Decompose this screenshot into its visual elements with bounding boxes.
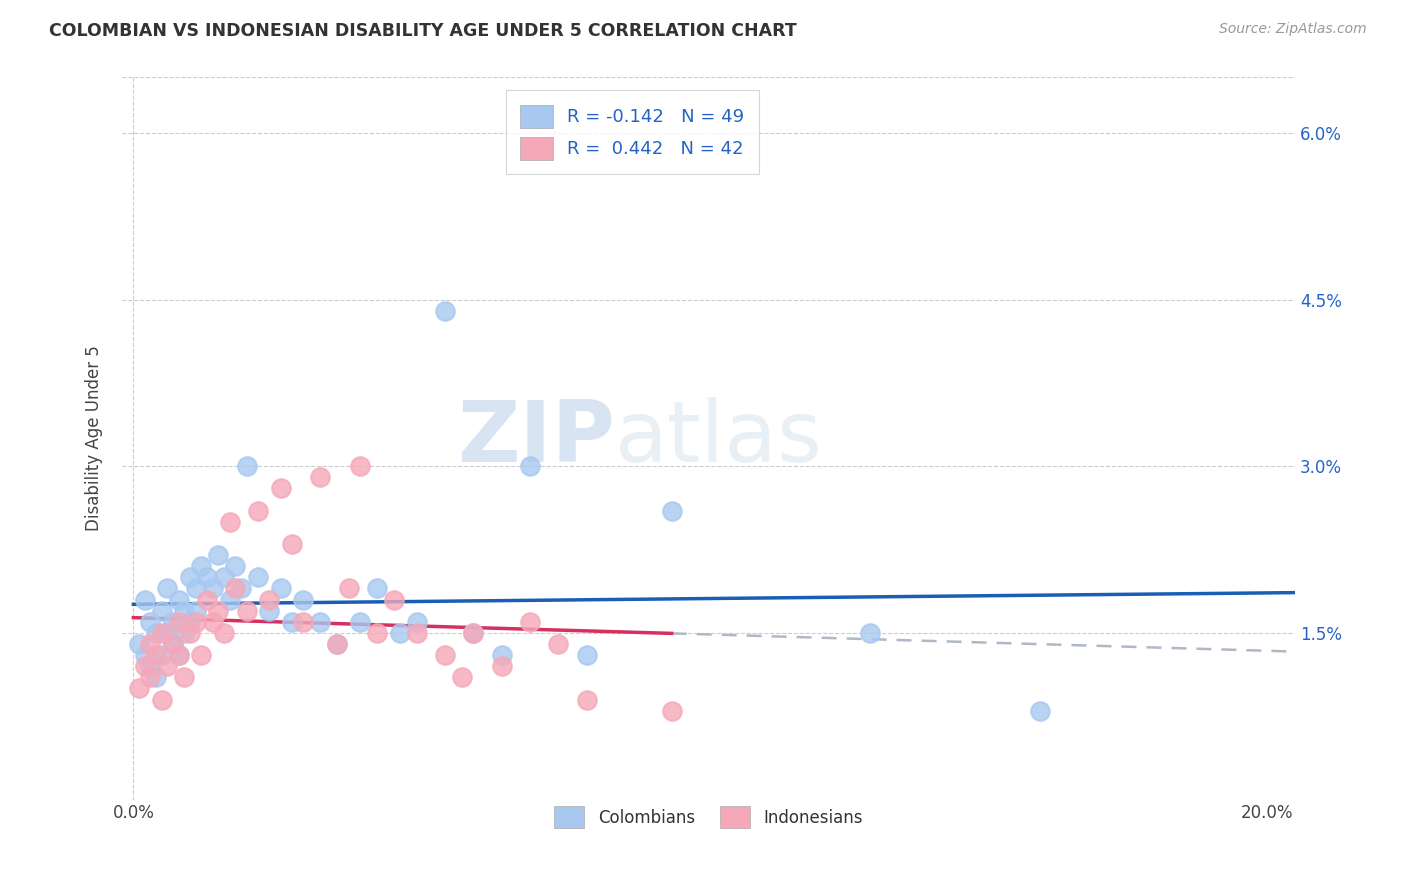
Point <box>382 592 405 607</box>
Point <box>235 459 257 474</box>
Point <box>405 615 427 629</box>
Point <box>661 504 683 518</box>
Point <box>195 570 218 584</box>
Legend: Colombians, Indonesians: Colombians, Indonesians <box>548 800 869 835</box>
Point <box>150 604 173 618</box>
Point <box>156 626 179 640</box>
Point <box>224 582 246 596</box>
Point <box>201 582 224 596</box>
Point <box>349 615 371 629</box>
Point <box>150 626 173 640</box>
Text: Source: ZipAtlas.com: Source: ZipAtlas.com <box>1219 22 1367 37</box>
Point <box>179 615 201 629</box>
Point <box>491 648 513 662</box>
Point <box>349 459 371 474</box>
Point <box>247 504 270 518</box>
Point <box>281 537 304 551</box>
Point <box>167 592 190 607</box>
Point <box>212 570 235 584</box>
Point <box>259 604 281 618</box>
Point <box>179 570 201 584</box>
Point <box>575 648 598 662</box>
Point <box>150 692 173 706</box>
Point <box>150 648 173 662</box>
Point <box>292 592 315 607</box>
Point <box>167 615 190 629</box>
Point <box>281 615 304 629</box>
Point <box>128 681 150 696</box>
Point <box>218 515 240 529</box>
Point <box>128 637 150 651</box>
Point <box>259 592 281 607</box>
Point <box>388 626 411 640</box>
Y-axis label: Disability Age Under 5: Disability Age Under 5 <box>86 345 103 532</box>
Point <box>519 615 541 629</box>
Point <box>229 582 252 596</box>
Point <box>173 604 195 618</box>
Point <box>547 637 569 651</box>
Point <box>139 659 162 673</box>
Point <box>167 648 190 662</box>
Point <box>326 637 349 651</box>
Point <box>337 582 360 596</box>
Point <box>139 615 162 629</box>
Point <box>145 626 167 640</box>
Point <box>859 626 882 640</box>
Point <box>139 637 162 651</box>
Point <box>184 615 207 629</box>
Point <box>156 659 179 673</box>
Point <box>451 670 474 684</box>
Point <box>463 626 485 640</box>
Point <box>235 604 257 618</box>
Text: ZIP: ZIP <box>457 397 614 480</box>
Point <box>247 570 270 584</box>
Point <box>207 548 229 562</box>
Point <box>134 648 156 662</box>
Point <box>292 615 315 629</box>
Point <box>134 659 156 673</box>
Point <box>218 592 240 607</box>
Point <box>661 704 683 718</box>
Point <box>167 648 190 662</box>
Point <box>173 670 195 684</box>
Point <box>162 615 184 629</box>
Point <box>162 637 184 651</box>
Point <box>366 626 388 640</box>
Point <box>405 626 427 640</box>
Point <box>434 648 457 662</box>
Point <box>145 670 167 684</box>
Point <box>173 626 195 640</box>
Point <box>491 659 513 673</box>
Point <box>1029 704 1052 718</box>
Point <box>270 482 292 496</box>
Point <box>519 459 541 474</box>
Point <box>134 592 156 607</box>
Point <box>184 604 207 618</box>
Point <box>139 670 162 684</box>
Point <box>366 582 388 596</box>
Point <box>207 604 229 618</box>
Point <box>309 470 332 484</box>
Point <box>184 582 207 596</box>
Point <box>190 559 212 574</box>
Point <box>463 626 485 640</box>
Point <box>179 626 201 640</box>
Point <box>270 582 292 596</box>
Point <box>195 592 218 607</box>
Text: COLOMBIAN VS INDONESIAN DISABILITY AGE UNDER 5 CORRELATION CHART: COLOMBIAN VS INDONESIAN DISABILITY AGE U… <box>49 22 797 40</box>
Point <box>326 637 349 651</box>
Point <box>224 559 246 574</box>
Point <box>201 615 224 629</box>
Point <box>434 303 457 318</box>
Point <box>156 582 179 596</box>
Point <box>162 637 184 651</box>
Point <box>145 648 167 662</box>
Point <box>212 626 235 640</box>
Text: atlas: atlas <box>614 397 823 480</box>
Point <box>575 692 598 706</box>
Point <box>309 615 332 629</box>
Point <box>190 648 212 662</box>
